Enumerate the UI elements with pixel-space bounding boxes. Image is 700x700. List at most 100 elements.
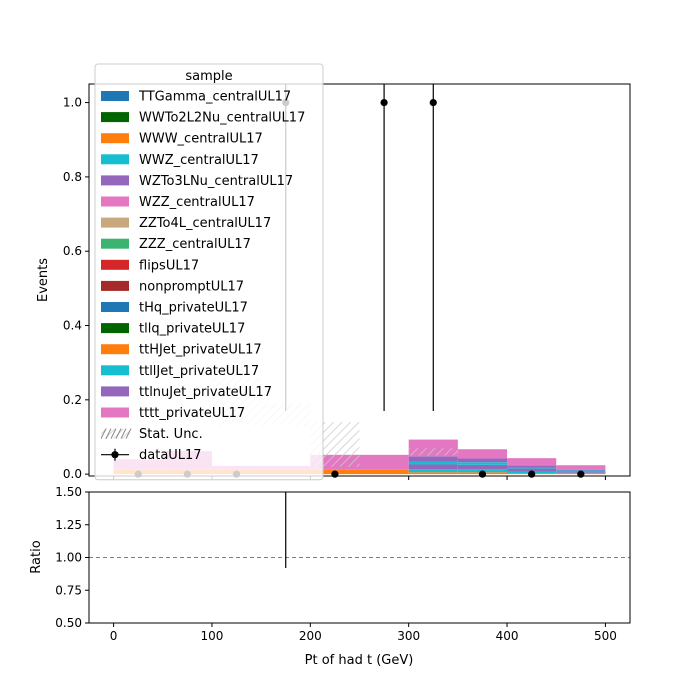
legend-label-2: WWW_centralUL17: [139, 132, 263, 147]
legend-entry-12: ttHJet_privateUL17: [101, 343, 262, 358]
main-y-tick-label-0: 0.0: [63, 467, 82, 481]
legend-label-5: WZZ_centralUL17: [139, 195, 255, 210]
ratio-x-tick-label-3: 300: [397, 629, 420, 643]
legend-label-8: flipsUL17: [139, 258, 199, 273]
legend-entry-2: WWW_centralUL17: [101, 132, 263, 147]
legend-hatch-line-3: [115, 428, 122, 439]
main-y-tick-label-5: 1.0: [63, 96, 82, 110]
legend-entry-3: WWZ_centralUL17: [101, 153, 259, 168]
legend-label-9: nonpromptUL17: [139, 279, 244, 294]
legend-hatch-line-0: [100, 428, 107, 439]
hist-bar-ttllJet-6: [408, 461, 458, 465]
legend-entry-4: WZTo3LNu_centralUL17: [101, 174, 293, 189]
data-point-8: [528, 470, 536, 478]
main-plot-frame: [88, 83, 631, 477]
legend-label-7: ZZZ_centralUL17: [139, 237, 251, 252]
legend-swatch-14: [101, 386, 129, 397]
hist-bar-ttlnuJet-9: [556, 469, 606, 471]
data-point-7: [478, 470, 487, 478]
legend-swatch-15: [101, 407, 129, 418]
main-y-tick-label-2: 0.4: [63, 319, 82, 333]
legend-entry-9: nonpromptUL17: [101, 279, 244, 294]
legend-entry-15: tttt_privateUL17: [101, 406, 245, 421]
legend-swatch-0: [101, 91, 129, 101]
legend-swatch-hatch: [101, 428, 129, 439]
legend-entry-1: WWTo2L2Nu_centralUL17: [101, 111, 305, 126]
legend-label-11: tllq_privateUL17: [139, 322, 245, 337]
data-point-6: [429, 98, 437, 107]
legend-swatch-13: [101, 365, 129, 376]
legend-box: [94, 63, 324, 481]
ratio-y-tick-label-2: 1.00: [55, 551, 82, 565]
legend-entry-14: ttlnuJet_privateUL17: [101, 385, 272, 400]
legend-label-17: dataUL17: [139, 448, 202, 463]
legend-label-12: ttHJet_privateUL17: [139, 343, 262, 358]
data-point-5: [380, 98, 388, 107]
legend-entry-11: tllq_privateUL17: [101, 322, 245, 337]
legend-label-3: WWZ_centralUL17: [139, 153, 259, 168]
legend-marker: [111, 451, 119, 459]
hist-bar-WZTo3LNu-7: [457, 464, 508, 470]
stat-unc-bin-3: [408, 448, 458, 456]
legend-hatch-line-1: [105, 428, 112, 439]
main-axis-ticks: 0.0 0.2 0.4 0.6 0.8 1.0: [63, 96, 606, 481]
hist-bar-tttt-8: [507, 458, 557, 466]
ratio-y-tick-label-4: 1.50: [55, 485, 82, 499]
hist-bar-WZTo3LNu-6: [408, 464, 458, 470]
legend-hatch-line-2: [110, 428, 117, 439]
legend-label-13: ttllJet_privateUL17: [139, 364, 259, 379]
legend-swatch-10: [101, 302, 129, 312]
ratio-x-tick-label-1: 100: [201, 629, 224, 643]
legend-swatch-7: [101, 238, 129, 249]
legend: sample TTGamma_centralUL17 WWTo2L2Nu_centr…: [94, 63, 324, 481]
main-y-tick-label-4: 0.8: [63, 170, 82, 184]
legend-entry-7: ZZZ_centralUL17: [101, 237, 251, 252]
legend-entry-13: ttllJet_privateUL17: [101, 364, 259, 379]
legend-entry-10: tHq_privateUL17: [101, 301, 248, 316]
legend-label-6: ZZTo4L_centralUL17: [139, 216, 271, 231]
legend-entry-0: TTGamma_centralUL17: [101, 90, 291, 105]
ratio-y-tick-label-0: 0.50: [55, 616, 82, 630]
ratio-y-tick-label-1: 0.75: [55, 583, 82, 597]
ratio-axis-ticks: 0 100 200 300 400 500 0.50 0.75 1.00 1.25 1.50: [55, 485, 617, 643]
legend-entry-16: Stat. Unc.: [100, 427, 203, 442]
legend-title: sample: [185, 69, 232, 84]
legend-swatch-12: [101, 344, 129, 355]
hist-bar-WWZ-6: [408, 469, 458, 473]
data-point-4: [331, 470, 339, 478]
legend-swatch-9: [101, 280, 129, 291]
data-point-9: [577, 470, 585, 478]
legend-swatch-3: [101, 154, 129, 165]
ratio-plot-frame: [88, 491, 631, 624]
legend-label-10: tHq_privateUL17: [139, 301, 248, 316]
ratio-y-tick-label-3: 1.25: [55, 518, 82, 532]
legend-label-14: ttlnuJet_privateUL17: [139, 385, 272, 400]
ratio-y-axis-label: Ratio: [29, 540, 44, 573]
legend-entry-6: ZZTo4L_centralUL17: [101, 216, 271, 231]
hist-bar-tttt-9: [556, 465, 606, 470]
legend-swatch-6: [101, 217, 129, 228]
legend-label-1: WWTo2L2Nu_centralUL17: [139, 111, 305, 126]
hist-bar-ttlnuJet-8: [507, 465, 557, 468]
ratio-x-tick-label-5: 500: [594, 629, 617, 643]
hist-bar-WZTo3LNu-8: [507, 468, 557, 472]
hist-bar-tttt-7: [457, 449, 508, 459]
main-y-tick-label-1: 0.2: [63, 393, 82, 407]
legend-entry-17: dataUL17: [101, 448, 202, 463]
hist-bar-ttllJet-7: [457, 462, 508, 465]
legend-swatch-11: [101, 323, 129, 334]
main-y-axis-label: Events: [36, 258, 51, 302]
legend-entry-8: flipsUL17: [101, 258, 199, 273]
ratio-panel: 0 100 200 300 400 500 0.50 0.75 1.00 1.25 1.50 Rat…: [29, 485, 631, 668]
x-axis-label: Pt of had t (GeV): [305, 653, 414, 668]
legend-swatch-1: [101, 112, 129, 123]
legend-entry-5: WZZ_centralUL17: [101, 195, 255, 210]
legend-label-4: WZTo3LNu_centralUL17: [139, 174, 293, 189]
ratio-x-tick-label-0: 0: [110, 629, 118, 643]
legend-label-0: TTGamma_centralUL17: [138, 90, 291, 105]
legend-hatch-line-4: [120, 428, 127, 439]
legend-swatch-2: [101, 133, 129, 144]
hist-bar-WWW-6: [408, 472, 458, 475]
hist-bar-WWW-5: [359, 469, 409, 475]
